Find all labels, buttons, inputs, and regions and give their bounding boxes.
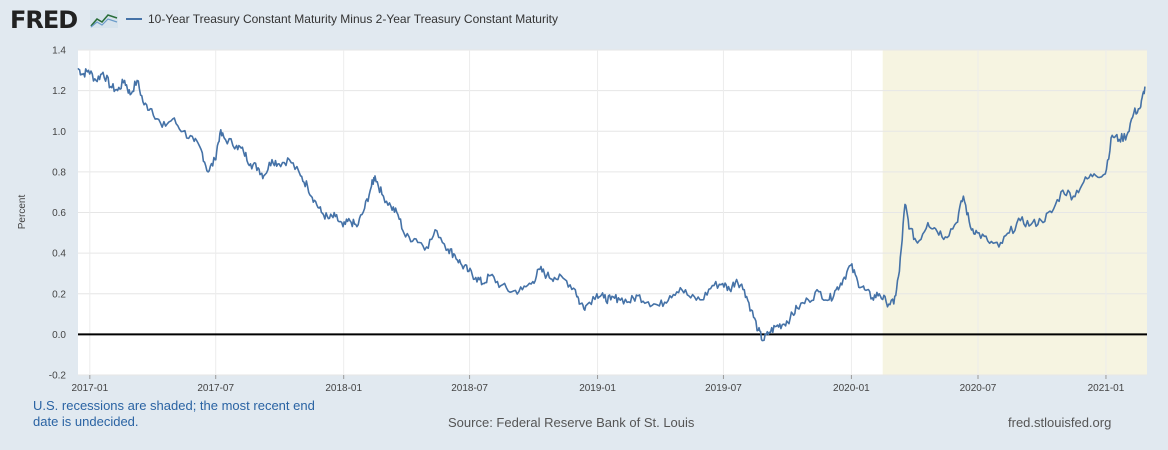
y-tick-label: 0.6 [52, 208, 66, 219]
x-tick-label: 2020-07 [960, 383, 997, 394]
fred-logo[interactable]: FRED [10, 6, 78, 34]
y-tick-label: 1.2 [52, 86, 66, 97]
chart-legend: 10-Year Treasury Constant Maturity Minus… [126, 12, 558, 26]
y-tick-label: 1.0 [52, 127, 66, 138]
x-tick-label: 2019-07 [705, 383, 742, 394]
x-tick-label: 2017-01 [71, 383, 108, 394]
x-tick-label: 2018-07 [451, 383, 488, 394]
y-tick-label: -0.2 [49, 371, 67, 382]
legend-swatch [126, 18, 142, 20]
x-tick-label: 2020-01 [833, 383, 870, 394]
legend-label: 10-Year Treasury Constant Maturity Minus… [148, 12, 558, 26]
series-layer [77, 67, 1146, 342]
series-line [77, 67, 1146, 342]
x-tick-label: 2018-01 [325, 383, 362, 394]
x-tick-label: 2019-01 [579, 383, 616, 394]
x-axis-labels: 2017-01 2017-07 2018-01 2018-07 2019-01 2019-… [71, 383, 1124, 394]
y-axis-title: Percent [17, 195, 28, 230]
y-axis-labels: -0.2 0.0 0.2 0.4 0.6 0.8 1.0 1.2 1.4 [49, 46, 67, 382]
x-tick-label: 2017-07 [197, 383, 234, 394]
source-note: Source: Federal Reserve Bank of St. Loui… [448, 415, 695, 430]
recession-note: U.S. recessions are shaded; the most rec… [33, 398, 315, 429]
fred-graph-icon [90, 10, 118, 28]
y-tick-label: 0.0 [52, 330, 66, 341]
source-url[interactable]: fred.stlouisfed.org [1008, 415, 1112, 430]
chart-header: FRED 10-Year Treasury Constant Maturity … [10, 6, 1160, 34]
x-tick-label: 2021-01 [1088, 383, 1125, 394]
y-tick-label: 0.8 [52, 167, 66, 178]
y-tick-label: 0.4 [52, 249, 66, 260]
y-tick-label: 0.2 [52, 289, 66, 300]
y-tick-label: 1.4 [52, 46, 66, 57]
